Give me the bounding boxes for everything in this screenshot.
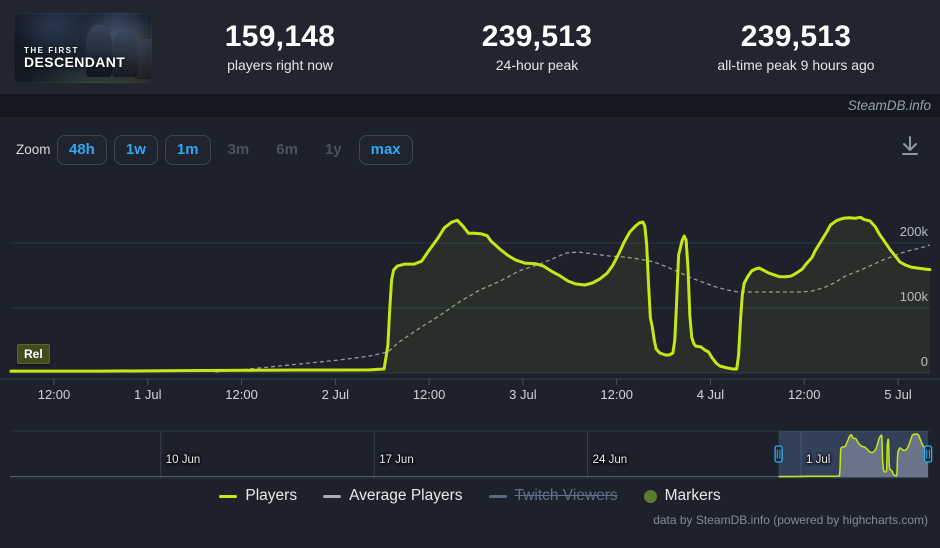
zoom-button-group: 48h 1w 1m 3m 6m 1y max — [57, 135, 413, 165]
legend-label: Players — [245, 487, 298, 504]
x-axis-label: 3 Jul — [509, 387, 537, 402]
average-players-series — [215, 244, 931, 373]
legend-swatch — [323, 494, 342, 498]
navigator-left-handle[interactable] — [774, 445, 783, 463]
y-axis-label-200k: 200k — [899, 224, 928, 239]
stat-24h-peak-label: 24-hour peak — [495, 57, 579, 73]
x-axis-label: 12:00 — [225, 387, 258, 402]
game-logo-line1: THE FIRST — [24, 45, 79, 55]
stat-24h-peak: 239,513 24-hour peak — [482, 20, 593, 73]
navigator-label: 1 Jul — [806, 454, 831, 466]
download-icon[interactable] — [897, 133, 923, 159]
legend-label: Twitch Viewers — [514, 487, 618, 504]
navigator-series-fill — [778, 433, 929, 477]
game-logo: THE FIRST DESCENDANT — [24, 45, 126, 71]
stat-current-players-label: players right now — [227, 57, 333, 73]
legend-swatch — [219, 494, 238, 498]
release-marker-badge[interactable]: Rel — [17, 344, 50, 364]
y-axis-label-100k: 100k — [899, 289, 928, 304]
chart-legend: Players Average Players Twitch Viewers Mark… — [0, 487, 940, 505]
app-header: THE FIRST DESCENDANT 159,148 players rig… — [0, 0, 940, 94]
navigator-label: 24 Jun — [592, 454, 628, 466]
players-series-fill — [10, 217, 930, 373]
legend-label: Markers — [664, 487, 721, 504]
capsule-art-figure — [112, 31, 138, 77]
capsule-art-figure — [134, 39, 152, 79]
stat-current-players: 159,148 players right now — [225, 20, 336, 73]
stat-24h-peak-value: 239,513 — [481, 20, 593, 53]
legend-swatch — [488, 494, 507, 498]
game-logo-line2: DESCENDANT — [24, 54, 126, 71]
stat-alltime-peak-label: all-time peak 9 hours ago — [717, 57, 875, 73]
capsule-art-figure — [86, 25, 112, 77]
zoom-button-1y: 1y — [324, 141, 342, 158]
y-axis-label-0: 0 — [920, 354, 928, 369]
zoom-button-max[interactable]: max — [358, 135, 413, 165]
players-series — [9, 215, 932, 373]
zoom-range-label: Zoom — [16, 142, 51, 157]
stat-alltime-peak-value: 239,513 — [740, 20, 852, 53]
navigator-label: 17 Jun — [379, 454, 414, 466]
zoom-button-48h[interactable]: 48h — [57, 135, 107, 165]
x-axis-label: 12:00 — [600, 387, 633, 402]
x-axis-label: 1 Jul — [134, 387, 162, 402]
stat-alltime-peak: 239,513 all-time peak 9 hours ago — [717, 20, 874, 73]
x-axis-label: 12:00 — [412, 387, 446, 402]
brand-bar: SteamDB.info — [0, 94, 940, 117]
legend-label: Average Players — [349, 487, 463, 504]
x-axis-label: 12:00 — [787, 387, 821, 402]
legend-swatch — [643, 489, 657, 503]
zoom-button-6m: 6m — [276, 141, 298, 158]
stat-current-players-value: 159,148 — [224, 20, 336, 53]
zoom-button-1m[interactable]: 1m — [164, 135, 211, 165]
credits-link[interactable]: data by SteamDB.info (powered by highcha… — [653, 513, 928, 527]
legend-item-markers[interactable]: Markers — [643, 487, 721, 505]
legend-item-twitch-viewers[interactable]: Twitch Viewers — [488, 487, 618, 505]
navigator-label: 10 Jun — [165, 454, 201, 466]
download-icon-glyph — [902, 136, 918, 155]
x-axis-label: 12:00 — [37, 387, 71, 402]
x-axis-label: 5 Jul — [884, 387, 912, 402]
navigator-right-handle[interactable] — [923, 445, 933, 463]
legend-item-players[interactable]: Players — [219, 487, 297, 505]
x-axis-label: 2 Jul — [321, 387, 350, 402]
zoom-button-3m: 3m — [227, 141, 250, 158]
steamdb-link[interactable]: SteamDB.info — [847, 98, 931, 113]
x-axis-label: 4 Jul — [696, 387, 725, 402]
legend-item-average-players[interactable]: Average Players — [323, 487, 463, 505]
navigator-series — [778, 433, 929, 478]
game-capsule-image[interactable]: THE FIRST DESCENDANT — [14, 13, 152, 83]
zoom-button-1w[interactable]: 1w — [113, 135, 158, 165]
